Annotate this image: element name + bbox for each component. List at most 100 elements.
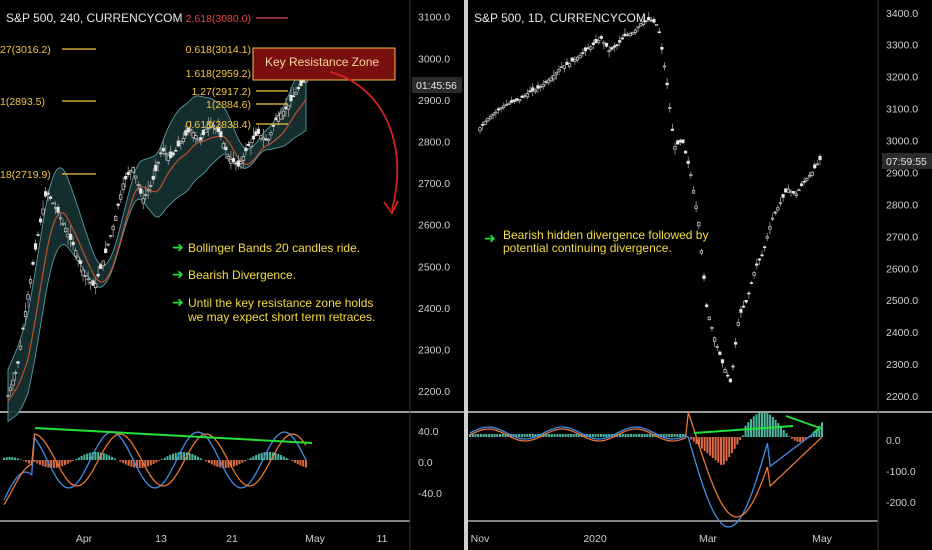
macd-histogram-bar [662,434,665,437]
macd-histogram-bar [717,437,720,463]
key-resistance-callout [252,47,396,81]
macd-histogram-bar [763,412,766,437]
macd-histogram-bar [232,460,235,467]
macd-histogram-bar [801,437,804,442]
candle [597,40,601,44]
x-tick-label: May [812,533,833,545]
macd-histogram-bar [274,452,277,460]
bollinger-fill [7,56,307,423]
macd-histogram-bar [102,453,105,460]
macd-histogram-bar [799,437,802,442]
retrace-arrow-head [383,200,399,215]
panel-divider[interactable] [464,0,468,550]
right-chart-svg[interactable]: 3400.0 3300.0 3200.0 3100.0 3000.0 2900.0 2800… [468,0,932,550]
candle [805,178,809,181]
candle [660,46,664,50]
x-tick-label: May [305,533,326,545]
macd-histogram-bar [141,460,144,468]
macd-histogram-bar [127,460,130,466]
macd-histogram-bar [608,434,611,437]
x-axis: Nov 2020 Mar May [471,533,833,545]
macd-histogram-bar [16,458,19,460]
macd-histogram-bar [651,434,654,437]
candle [773,211,777,214]
macd-histogram-bar [621,434,624,437]
macd-histogram-bar [815,429,818,437]
candle [520,95,524,98]
macd-histogram-bar [796,437,799,442]
indicator-tick-label: 0.0 [418,457,433,469]
candle [81,269,85,277]
candle [594,39,598,43]
macd-histogram-bar [111,456,114,460]
macd-histogram-bar [518,434,521,437]
macd-histogram-bar [597,434,600,437]
candle [116,203,120,206]
macd-histogram-bar [14,457,17,460]
macd-histogram-bar [69,460,72,463]
macd-histogram-bar [299,460,302,466]
macd-histogram-bar [488,434,491,437]
candle [544,81,548,83]
candle [612,45,617,48]
macd-histogram-bar [63,460,66,466]
macd-histogram-bar [86,453,89,460]
candle [221,142,225,149]
macd-histogram-bar [818,425,821,437]
left-chart-svg[interactable]: 27(3016.2) 1(2893.5) 18(2719.9) 2.618(3080.… [0,0,464,550]
candle [739,309,743,313]
y-tick-label: 3300.0 [886,40,918,52]
macd-histogram-bar [591,434,594,437]
candle [189,128,193,131]
candle [546,79,551,84]
right-chart-panel[interactable]: 3400.0 3300.0 3200.0 3100.0 3000.0 2900.0 2800… [468,0,932,550]
macd-histogram-bar [790,437,793,439]
candle [799,183,804,186]
candle [486,118,490,122]
macd-histogram-bar [8,456,11,460]
candle [161,147,165,152]
candle [154,164,158,172]
candle [678,139,682,143]
moving-average-line [7,98,307,402]
candle [114,216,118,221]
candle [654,24,659,26]
y-tick-label: 2400.0 [886,327,918,339]
macd-histogram-bar [172,453,175,460]
candle [494,111,498,114]
macd-histogram-bar [638,434,641,437]
macd-histogram-bar [183,452,186,460]
macd-histogram-bar [490,434,493,437]
fib-label-right: 1(2884.6) [206,99,251,111]
x-tick-label: Apr [76,533,93,545]
candle [665,82,669,86]
arrow-icon: ➜ [484,230,496,246]
macd-histogram-bar [550,434,553,437]
macd-histogram-bar [163,457,166,460]
macd-histogram-bar [730,437,733,454]
candle [176,140,180,147]
macd-indicator [3,431,307,506]
macd-histogram-bar [744,425,747,437]
macd-histogram-bar [736,437,739,445]
candle [633,29,638,33]
x-tick-label: 21 [226,533,238,545]
chart-title: S&P 500, 1D, CURRENCYCOM [474,11,646,25]
candle [181,138,185,142]
candle [63,228,68,233]
candle [618,40,622,43]
y-tick-label: 3200.0 [886,72,918,84]
price-candles [6,73,308,397]
y-tick-label: 3100.0 [418,12,450,24]
candle [620,37,624,40]
candle [33,243,38,250]
macd-histogram-bar [766,413,769,437]
y-tick-label: 3100.0 [886,104,918,116]
macd-histogram-bar [22,460,25,461]
macd-histogram-bar [681,434,684,437]
note-1: Bearish hidden divergence followed by [503,228,708,242]
macd-histogram-bar [130,460,133,467]
macd-histogram-bar [760,412,763,437]
left-chart-panel[interactable]: 27(3016.2) 1(2893.5) 18(2719.9) 2.618(3080.… [0,0,464,550]
candle [507,103,511,105]
